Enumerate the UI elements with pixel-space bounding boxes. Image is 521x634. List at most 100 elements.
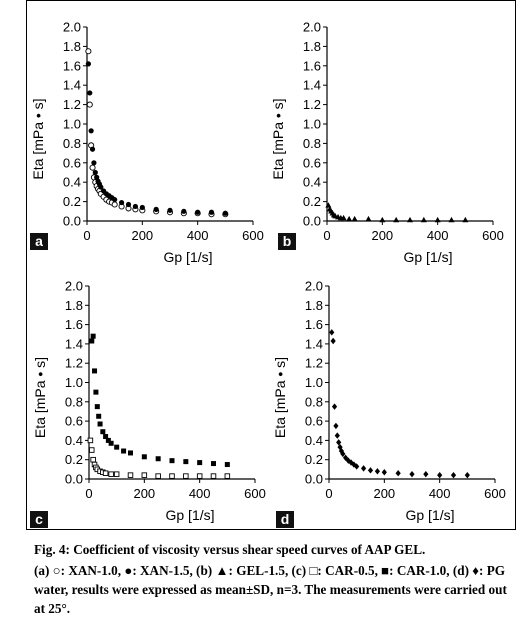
x-tick-label: 400 bbox=[427, 228, 449, 243]
x-tick-label: 0 bbox=[85, 486, 92, 501]
x-axis-title: Gp [1/s] bbox=[163, 249, 212, 265]
chart-panel-c: 0.0 0.2 0.4 0.6 0.8 1.0 1.2 1.4 1.6 1.8 2.0 0 200 400… bbox=[30, 279, 266, 528]
data-point bbox=[348, 459, 354, 466]
y-tick-label: 1.8 bbox=[305, 298, 323, 313]
y-tick-label: 0.2 bbox=[63, 194, 81, 209]
data-point bbox=[222, 210, 228, 216]
y-tick-label: 0.0 bbox=[63, 214, 81, 229]
data-point bbox=[393, 216, 400, 223]
data-point bbox=[86, 101, 93, 108]
y-tick-label: 0.4 bbox=[303, 175, 321, 190]
data-point bbox=[141, 472, 148, 478]
y-tick-label: 1.6 bbox=[63, 58, 81, 73]
y-tick-label: 1.6 bbox=[65, 317, 83, 332]
data-point bbox=[94, 404, 100, 410]
y-tick-label: 0.0 bbox=[303, 214, 321, 229]
data-point bbox=[113, 471, 120, 477]
x-tick-label: 600 bbox=[484, 486, 506, 501]
x-tick-label: 0 bbox=[83, 228, 90, 243]
x-tick-label: 400 bbox=[189, 486, 211, 501]
data-point bbox=[183, 459, 189, 465]
data-point bbox=[141, 454, 147, 460]
y-tick-label: 1.0 bbox=[305, 375, 323, 390]
data-point bbox=[89, 164, 96, 171]
data-point bbox=[367, 467, 374, 474]
y-tick-label: 1.0 bbox=[303, 117, 321, 132]
y-tick-label: 0.6 bbox=[305, 414, 323, 429]
data-point bbox=[105, 437, 111, 443]
data-point bbox=[108, 471, 114, 477]
y-tick-label: 2.0 bbox=[305, 279, 323, 294]
y-tick-label: 1.0 bbox=[63, 117, 81, 132]
y-tick-label: 0.6 bbox=[65, 414, 83, 429]
series-1 bbox=[329, 329, 470, 479]
x-axis-title: Gp [1/s] bbox=[405, 507, 454, 523]
data-point bbox=[87, 437, 94, 444]
series-1 bbox=[325, 202, 469, 223]
data-point bbox=[93, 389, 99, 395]
y-tick-label: 1.4 bbox=[305, 336, 323, 351]
x-tick-label: 400 bbox=[187, 228, 209, 243]
data-point bbox=[89, 447, 95, 453]
data-point bbox=[325, 202, 332, 208]
data-point bbox=[97, 421, 103, 427]
data-point bbox=[343, 454, 349, 461]
chart-panel-a: 0.0 0.2 0.4 0.6 0.8 1.0 1.2 1.4 1.6 1.8 2.0 0 200 400… bbox=[30, 20, 264, 265]
data-point bbox=[333, 422, 339, 430]
panel-letter: c bbox=[35, 511, 43, 527]
panel-letter: a bbox=[35, 233, 43, 249]
y-tick-label: 1.4 bbox=[303, 78, 321, 93]
data-point bbox=[128, 450, 133, 456]
data-point bbox=[88, 128, 94, 134]
y-tick-label: 1.0 bbox=[65, 375, 83, 390]
y-tick-label: 1.2 bbox=[303, 97, 321, 112]
series-1 bbox=[87, 437, 231, 479]
data-point bbox=[345, 457, 351, 464]
data-point bbox=[102, 470, 109, 476]
data-point bbox=[169, 458, 175, 464]
data-point bbox=[340, 450, 346, 458]
y-tick-label: 0.0 bbox=[305, 472, 323, 487]
y-tick-label: 0.4 bbox=[63, 175, 81, 190]
data-point bbox=[448, 216, 455, 223]
y-tick-label: 0.2 bbox=[303, 194, 321, 209]
y-tick-label: 1.8 bbox=[303, 39, 321, 54]
data-point bbox=[121, 448, 127, 454]
panel-letter-box bbox=[30, 233, 48, 250]
y-tick-label: 1.8 bbox=[65, 298, 83, 313]
y-tick-label: 2.0 bbox=[303, 20, 321, 35]
data-point bbox=[85, 48, 92, 55]
data-point bbox=[169, 473, 175, 479]
data-point bbox=[331, 403, 338, 410]
data-point bbox=[100, 429, 106, 435]
data-point bbox=[462, 216, 469, 223]
chart-panel-d: 0.0 0.2 0.4 0.6 0.8 1.0 1.2 1.4 1.6 1.8 2.0 0 200 400… bbox=[272, 279, 506, 528]
y-axis-title: Eta [mPa • s] bbox=[270, 98, 286, 179]
data-point bbox=[434, 216, 441, 223]
y-tick-label: 0.8 bbox=[305, 394, 323, 409]
data-point bbox=[125, 201, 132, 208]
series-2 bbox=[89, 333, 230, 468]
data-point bbox=[89, 146, 96, 152]
data-point bbox=[395, 470, 401, 477]
data-point bbox=[224, 473, 231, 479]
x-tick-label: 200 bbox=[131, 228, 153, 243]
data-point bbox=[365, 215, 372, 222]
data-point bbox=[211, 461, 216, 467]
y-tick-label: 0.6 bbox=[303, 155, 321, 170]
x-axis-title: Gp [1/s] bbox=[403, 249, 452, 265]
viscosity-figure: 0.0 0.2 0.4 0.6 0.8 1.0 1.2 1.4 1.6 1.8 2.0 0 200 400… bbox=[30, 20, 506, 528]
data-point bbox=[409, 470, 415, 478]
panel-letter: d bbox=[281, 511, 290, 527]
y-tick-label: 0.8 bbox=[303, 136, 321, 151]
data-point bbox=[118, 199, 125, 206]
x-tick-label: 600 bbox=[482, 228, 504, 243]
data-point bbox=[196, 473, 203, 479]
data-point bbox=[155, 456, 161, 462]
data-point bbox=[351, 461, 357, 468]
data-point bbox=[132, 203, 139, 210]
series-2 bbox=[85, 61, 228, 216]
data-point bbox=[181, 208, 187, 214]
data-point bbox=[167, 207, 173, 213]
data-point bbox=[195, 209, 201, 215]
